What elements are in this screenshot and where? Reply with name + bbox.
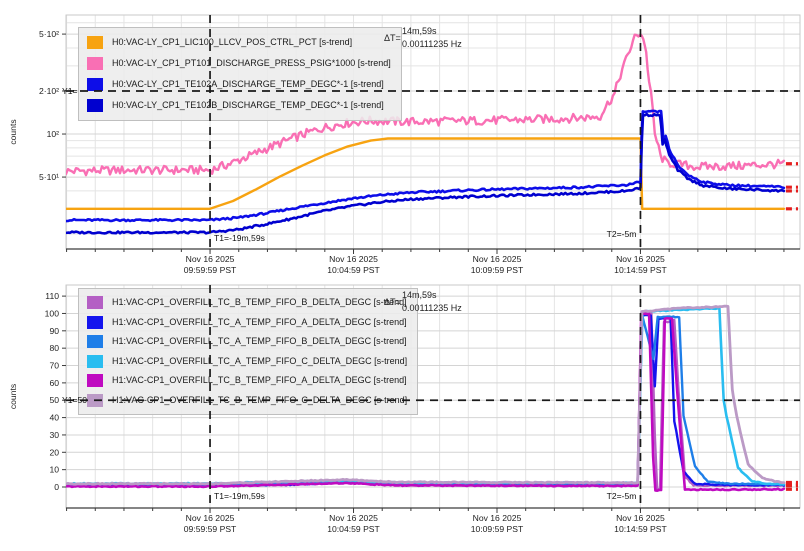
legend-label: H1:VAC-CP1_OVERFILL_TC_B_TEMP_FIFO_A_DEL… (112, 375, 407, 386)
legend-item[interactable]: H1:VAC-CP1_OVERFILL_TC_B_TEMP_FIFO_A_DEL… (87, 371, 407, 391)
legend-item[interactable]: H1:VAC-CP1_OVERFILL_TC_A_TEMP_FIFO_C_DEL… (87, 352, 407, 372)
legend-swatch-icon (87, 374, 103, 388)
x-tick-time: 10:09:59 PST (471, 524, 524, 534)
x-tick-date: Nov 16 2025 (473, 254, 522, 264)
legend-label: H1:VAC-CP1_OVERFILL_TC_B_TEMP_FIFO_C_DEL… (112, 394, 408, 405)
legend-swatch-icon (87, 78, 103, 91)
legend-item[interactable]: H0:VAC-LY_CP1_LIC100_LLCV_POS_CTRL_PCT [… (87, 32, 391, 53)
x-tick-time: 09:59:59 PST (184, 524, 237, 534)
y-tick-label: 10 (49, 465, 59, 475)
y-tick-label: 2·10² (39, 86, 59, 96)
legend-label: H1:VAC-CP1_OVERFILL_TC_B_TEMP_FIFO_B_DEL… (112, 297, 407, 308)
x-tick-time: 10:14:59 PST (614, 265, 667, 275)
axis-ticks (62, 295, 785, 513)
legend-label: H1:VAC-CP1_OVERFILL_TC_A_TEMP_FIFO_B_DEL… (112, 336, 407, 347)
trace-3 (66, 112, 786, 235)
y-tick-label: 20 (49, 447, 59, 457)
x-tick-time: 10:04:59 PST (327, 524, 380, 534)
legend-swatch-icon (87, 296, 103, 310)
x-tick-time: 10:14:59 PST (614, 524, 667, 534)
trace-4 (66, 312, 786, 492)
top-chart-legend: H0:VAC-LY_CP1_LIC100_LLCV_POS_CTRL_PCT [… (78, 27, 402, 121)
legend-item[interactable]: H1:VAC-CP1_OVERFILL_TC_A_TEMP_FIFO_B_DEL… (87, 332, 407, 352)
legend-item[interactable]: H0:VAC-LY_CP1_TE102B_DISCHARGE_TEMP_DEGC… (87, 95, 391, 116)
series-traces (66, 33, 786, 235)
legend-item[interactable]: H1:VAC-CP1_OVERFILL_TC_A_TEMP_FIFO_A_DEL… (87, 313, 407, 333)
y-axis-title: counts (8, 384, 18, 409)
legend-swatch-icon (87, 335, 103, 349)
y-axis-title: counts (8, 119, 18, 144)
y-tick-label: 60 (49, 378, 59, 388)
legend-item[interactable]: H0:VAC-LY_CP1_PT101_DISCHARGE_PRESS_PSIG… (87, 53, 391, 74)
legend-swatch-icon (87, 99, 103, 112)
legend-label: H0:VAC-LY_CP1_TE102A_DISCHARGE_TEMP_DEGC… (112, 79, 384, 89)
y-tick-label: 80 (49, 343, 59, 353)
x-tick-date: Nov 16 2025 (473, 513, 522, 523)
legend-label: H1:VAC-CP1_OVERFILL_TC_A_TEMP_FIFO_C_DEL… (112, 355, 408, 366)
x-tick-date: Nov 16 2025 (329, 513, 378, 523)
y-tick-label: 40 (49, 413, 59, 423)
y-tick-label: 5·10² (39, 29, 59, 39)
legend-label: H0:VAC-LY_CP1_PT101_DISCHARGE_PRESS_PSIG… (112, 58, 391, 68)
trace-2 (66, 109, 786, 223)
trace-1 (66, 33, 786, 177)
y-tick-label: 10² (47, 129, 60, 139)
legend-swatch-icon (87, 354, 103, 368)
series-traces (66, 304, 786, 492)
legend-swatch-icon (87, 36, 103, 49)
legend-item[interactable]: H1:VAC-CP1_OVERFILL_TC_B_TEMP_FIFO_B_DEL… (87, 293, 407, 313)
trace-5 (66, 304, 786, 486)
x-tick-date: Nov 16 2025 (616, 254, 665, 264)
x-tick-time: 09:59:59 PST (184, 265, 237, 275)
y-tick-label: 50 (49, 395, 59, 405)
legend-swatch-icon (87, 315, 103, 329)
y-tick-label: 90 (49, 326, 59, 336)
y-tick-label: 110 (45, 291, 59, 301)
y-tick-label: 5·10¹ (39, 172, 59, 182)
axis-ticks (62, 33, 785, 254)
x-tick-date: Nov 16 2025 (186, 513, 235, 523)
y-tick-label: 100 (45, 308, 60, 318)
bottom-chart-legend: H1:VAC-CP1_OVERFILL_TC_B_TEMP_FIFO_B_DEL… (78, 288, 419, 415)
legend-label: H0:VAC-LY_CP1_LIC100_LLCV_POS_CTRL_PCT [… (112, 37, 353, 47)
legend-item[interactable]: H1:VAC-CP1_OVERFILL_TC_B_TEMP_FIFO_C_DEL… (87, 391, 407, 411)
legend-label: H1:VAC-CP1_OVERFILL_TC_A_TEMP_FIFO_A_DEL… (112, 316, 407, 327)
x-tick-date: Nov 16 2025 (616, 513, 665, 523)
x-tick-date: Nov 16 2025 (329, 254, 378, 264)
y-tick-label: 0 (54, 482, 59, 492)
x-tick-date: Nov 16 2025 (186, 254, 235, 264)
legend-item[interactable]: H0:VAC-LY_CP1_TE102A_DISCHARGE_TEMP_DEGC… (87, 74, 391, 95)
y-tick-label: 70 (49, 361, 59, 371)
x-tick-time: 10:04:59 PST (327, 265, 380, 275)
legend-label: H0:VAC-LY_CP1_TE102B_DISCHARGE_TEMP_DEGC… (112, 100, 384, 110)
legend-swatch-icon (87, 57, 103, 70)
x-tick-time: 10:09:59 PST (471, 265, 524, 275)
y-tick-label: 30 (49, 430, 59, 440)
